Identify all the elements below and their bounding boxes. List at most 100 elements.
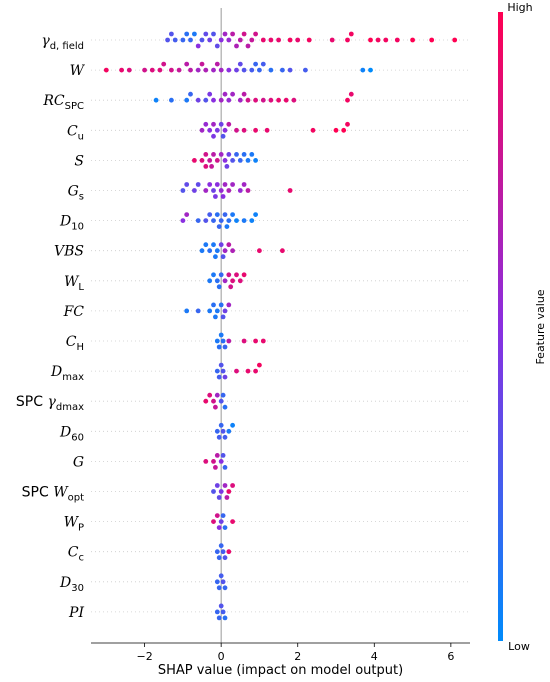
shap-point [226,489,232,494]
shap-point [368,67,373,73]
shap-point [214,428,220,434]
shap-point [169,97,174,103]
feature-label: W [70,63,86,79]
shap-point [360,67,366,73]
shap-point [220,338,226,344]
shap-point [216,374,222,380]
shap-point [230,248,236,254]
shap-point [216,434,222,440]
shap-point [216,224,222,230]
shap-point [195,308,201,314]
shap-point [214,579,220,585]
feature-label: D30 [59,575,84,594]
shap-point [169,31,174,37]
shap-point [222,615,228,621]
shap-point [222,248,228,254]
shap-point [184,182,190,187]
shap-point [218,242,224,248]
shap-point [222,127,228,133]
shap-point [214,158,220,163]
shap-point [220,428,226,434]
shap-point [291,97,297,103]
shap-point [222,91,228,97]
shap-point [213,465,218,470]
shap-point [226,338,232,344]
shap-point [176,67,182,73]
shap-point [211,302,216,308]
shap-point [184,308,190,314]
shap-point [214,308,220,314]
shap-point [213,254,218,260]
shap-point [169,67,174,73]
feature-label: WL [64,274,84,293]
shap-point [253,368,258,374]
shap-point [237,188,243,193]
shap-point [214,278,220,284]
shap-point [199,127,205,133]
shap-point [218,188,224,193]
feature-label: RCSPC [42,93,84,112]
shap-point [310,127,316,133]
shap-point [213,194,218,199]
shap-point [211,188,216,193]
shap-point [226,549,232,555]
feature-label: Dmax [50,364,84,383]
shap-point [368,37,373,43]
shap-point [180,37,186,43]
shap-point [226,302,232,308]
shap-point [184,61,190,67]
shap-point [220,368,226,374]
shap-point [222,525,228,530]
shap-point [203,31,209,37]
shap-point [218,97,224,103]
feature-label: SPC Wopt [22,485,84,504]
shap-point [184,31,190,37]
shap-point [226,67,232,73]
shap-point [180,218,186,224]
shap-point [253,31,258,37]
shap-point [220,392,226,398]
x-tick-label: 0 [218,650,225,663]
shap-point [214,248,220,254]
shap-point [222,465,228,470]
shap-point [149,67,155,73]
shap-point [218,218,224,224]
shap-point [218,543,224,549]
shap-point [153,97,159,103]
shap-point [295,37,301,43]
shap-point [348,31,354,37]
shap-point [264,127,270,133]
shap-point [165,37,171,43]
shap-point [188,91,193,97]
feature-label: D10 [59,214,84,233]
shap-point [214,338,220,344]
shap-point [211,97,216,103]
shap-point [280,248,285,254]
shap-point [222,374,228,380]
shap-point [218,519,224,524]
shap-point [230,31,236,37]
shap-point [218,398,224,404]
shap-point [211,489,216,494]
shap-point [216,525,222,530]
shap-point [260,338,266,344]
feature-label: SPC γdmax [16,394,84,413]
shap-point [257,362,262,368]
shap-point [222,344,228,350]
shap-point [245,97,251,103]
shap-point [218,152,224,157]
shap-point [184,212,190,218]
shap-point [226,242,232,248]
shap-point [241,338,247,344]
shap-point [211,121,216,127]
shap-point [341,127,347,133]
shap-point [230,212,236,218]
shap-point [303,67,308,73]
shap-point [203,218,209,224]
feature-label: γd, field [41,33,84,52]
shap-point [214,43,220,49]
x-tick-label: 2 [294,650,301,663]
shap-point [213,404,218,410]
shap-point [213,314,218,320]
shap-point [452,37,458,43]
